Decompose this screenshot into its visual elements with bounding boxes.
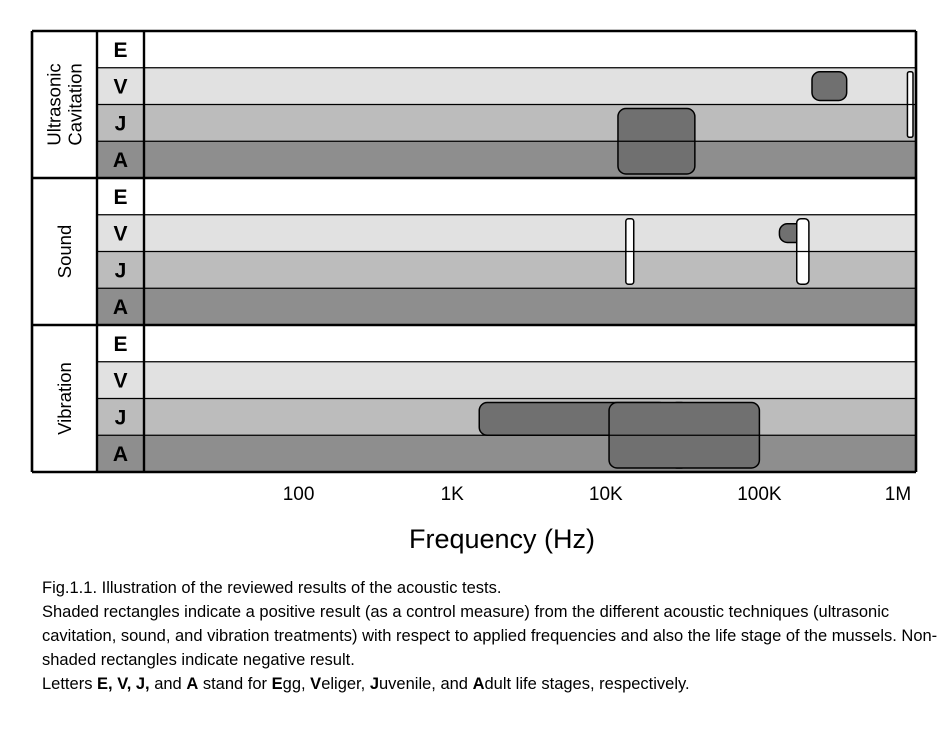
stage-label-2-J: J [115,406,127,429]
result-rect-1 [811,71,848,102]
stage-label-0-E: E [113,39,127,62]
row-and-group-labels: EVJAEVJAEVJAUltrasonicCavitationSoundVib… [44,39,129,466]
row-2-E [97,325,916,362]
stage-label-2-A: A [113,443,128,466]
acoustic-results-chart: EVJAEVJAEVJAUltrasonicCavitationSoundVib… [30,29,918,554]
row-0-A [97,141,916,178]
stage-label-0-A: A [113,149,128,172]
group-label-1: Sound [54,225,75,279]
row-0-J [97,104,916,142]
row-2-A [97,435,916,472]
x-axis: 100 1K 10K 100K 1M Frequency (Hz) [283,484,911,554]
row-0-E [97,31,916,68]
x-tick-label-3: 100K [737,484,782,505]
group-label-0: UltrasonicCavitation [44,63,86,145]
row-1-A [97,288,916,325]
grid-lines [30,29,918,474]
row-2-V [97,361,916,399]
caption-line-3: Letters E, V, J, and A stand for Egg, Ve… [42,675,690,693]
stage-label-1-E: E [113,186,127,209]
row-0-V [97,67,916,105]
stage-label-0-J: J [115,112,127,135]
row-1-J [97,251,916,289]
stage-label-1-J: J [115,259,127,282]
x-axis-title: Frequency (Hz) [409,524,595,554]
figure-caption: Fig.1.1. Illustration of the reviewed re… [42,576,942,696]
stage-label-2-V: V [113,370,127,393]
stage-label-0-V: V [113,76,127,99]
stage-label-1-V: V [113,223,127,246]
x-tick-label-2: 10K [589,484,623,505]
x-tick-label-0: 100 [283,484,315,505]
x-tick-label-4: 1M [885,484,911,505]
stage-label-1-A: A [113,296,128,319]
group-label-2: Vibration [54,362,75,435]
x-tick-label-1: 1K [441,484,465,505]
caption-line-1: Fig.1.1. Illustration of the reviewed re… [42,579,502,597]
row-1-E [97,178,916,215]
stage-label-2-E: E [113,333,127,356]
caption-line-2: Shaded rectangles indicate a positive re… [42,603,938,669]
